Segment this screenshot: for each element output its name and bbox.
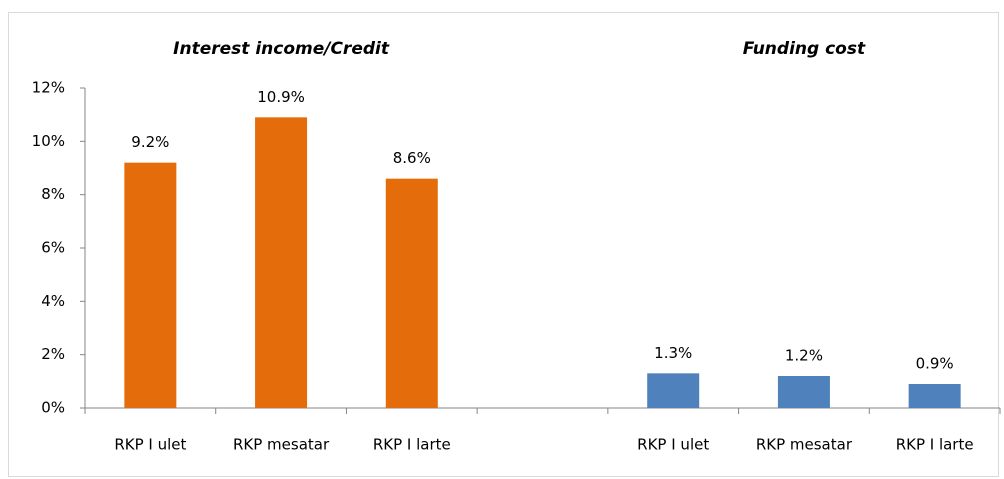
bar bbox=[777, 376, 830, 408]
value-label: 1.2% bbox=[785, 347, 823, 365]
y-tick-label: 8% bbox=[41, 185, 65, 203]
series-title: Funding cost bbox=[743, 39, 866, 59]
series-title: Interest income/Credit bbox=[173, 39, 390, 59]
x-tick-label: RKP mesatar bbox=[756, 436, 853, 454]
bar bbox=[255, 117, 308, 408]
value-label: 1.3% bbox=[654, 344, 692, 362]
bar bbox=[647, 373, 700, 408]
y-tick-label: 6% bbox=[41, 239, 65, 257]
y-tick-label: 10% bbox=[32, 132, 65, 150]
value-label: 8.6% bbox=[393, 149, 431, 167]
bar bbox=[385, 178, 438, 408]
bar bbox=[908, 384, 961, 408]
y-tick-label: 2% bbox=[41, 345, 65, 363]
y-tick-label: 4% bbox=[41, 292, 65, 310]
bar bbox=[124, 162, 177, 408]
y-tick-label: 0% bbox=[41, 399, 65, 417]
y-tick-label: 12% bbox=[32, 79, 65, 97]
x-tick-label: RKP I ulet bbox=[114, 436, 186, 454]
value-label: 10.9% bbox=[257, 88, 305, 106]
value-label: 9.2% bbox=[131, 133, 169, 151]
x-tick-label: RKP mesatar bbox=[233, 436, 330, 454]
x-tick-label: RKP I ulet bbox=[637, 436, 709, 454]
x-tick-label: RKP I larte bbox=[373, 436, 451, 454]
x-tick-label: RKP I larte bbox=[896, 436, 974, 454]
value-label: 0.9% bbox=[916, 355, 954, 373]
